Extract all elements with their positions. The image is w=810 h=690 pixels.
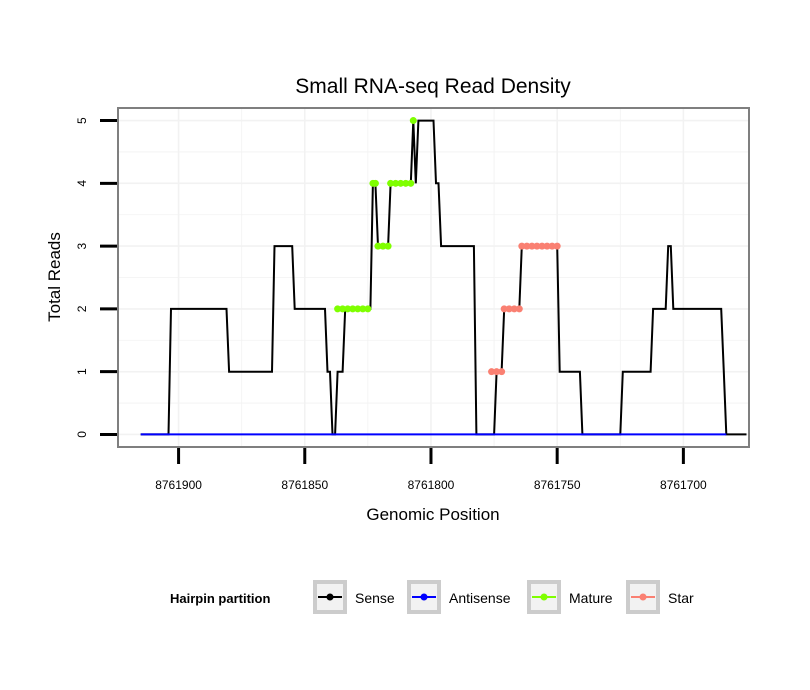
x-tick-label: 8761700	[660, 478, 707, 492]
series-mature-point	[384, 242, 392, 250]
y-tick-label: 5	[75, 117, 89, 124]
x-tick-label: 8761850	[281, 478, 328, 492]
grid	[118, 108, 749, 447]
series-star-point	[548, 242, 556, 250]
series-star-point	[505, 305, 513, 313]
y-tick-label: 4	[75, 180, 89, 187]
series-mature-point	[349, 305, 357, 313]
chart-title: Small RNA-seq Read Density	[295, 75, 571, 98]
series-mature-point	[402, 179, 410, 187]
series-mature-point	[409, 117, 417, 125]
legend-key-point	[420, 593, 428, 601]
series-star-point	[543, 242, 551, 250]
series-star-point	[498, 368, 506, 376]
plot-panel-border	[117, 107, 750, 448]
series-star-point	[488, 368, 496, 376]
x-tick-label: 8761900	[155, 478, 202, 492]
series-mature-point	[334, 305, 342, 313]
legend-label-star: Star	[668, 590, 694, 606]
y-tick-label: 0	[75, 431, 89, 438]
series-star-point	[493, 368, 501, 376]
series-mature-point	[392, 179, 400, 187]
axes: 8761900 8761850 8761800 8761750 8761700 0 1 2 3 4…	[75, 117, 707, 492]
legend-label-sense: Sense	[355, 590, 395, 606]
series-sense-line	[140, 119, 747, 436]
series-star-point	[510, 305, 518, 313]
plot-data	[140, 117, 747, 436]
y-tick-label: 1	[75, 368, 89, 375]
series-mature-point	[374, 242, 382, 250]
series-mature-point	[354, 305, 362, 313]
y-tick-label: 2	[75, 305, 89, 312]
x-tick-label: 8761750	[534, 478, 581, 492]
series-mature-point	[379, 242, 387, 250]
series-mature-point	[364, 305, 372, 313]
series-mature-point	[407, 179, 415, 187]
series-mature-point	[339, 305, 347, 313]
legend-title: Hairpin partition	[170, 591, 270, 606]
legend-label-mature: Mature	[569, 590, 613, 606]
legend-key-point	[639, 593, 647, 601]
y-tick-label: 3	[75, 242, 89, 249]
series-mature-point	[344, 305, 352, 313]
x-axis-title: Genomic Position	[366, 505, 499, 524]
x-tick-label: 8761800	[408, 478, 455, 492]
y-axis-title: Total Reads	[45, 232, 64, 322]
series-star-point	[500, 305, 508, 313]
series-mature-point	[397, 179, 405, 187]
legend-label-antisense: Antisense	[449, 590, 511, 606]
series-mature-point	[387, 179, 395, 187]
series-star-point	[528, 242, 536, 250]
series-star-point	[518, 242, 526, 250]
legend-key-point	[326, 593, 334, 601]
legend-key-point	[540, 593, 548, 601]
series-star-point	[533, 242, 541, 250]
series-star-point	[538, 242, 546, 250]
series-mature-point	[371, 179, 379, 187]
series-star-point	[523, 242, 531, 250]
series-mature-point	[359, 305, 367, 313]
series-star-point	[515, 305, 523, 313]
series-star-point	[553, 242, 561, 250]
legend: Hairpin partition Sense Antisense Mature St…	[170, 580, 694, 614]
